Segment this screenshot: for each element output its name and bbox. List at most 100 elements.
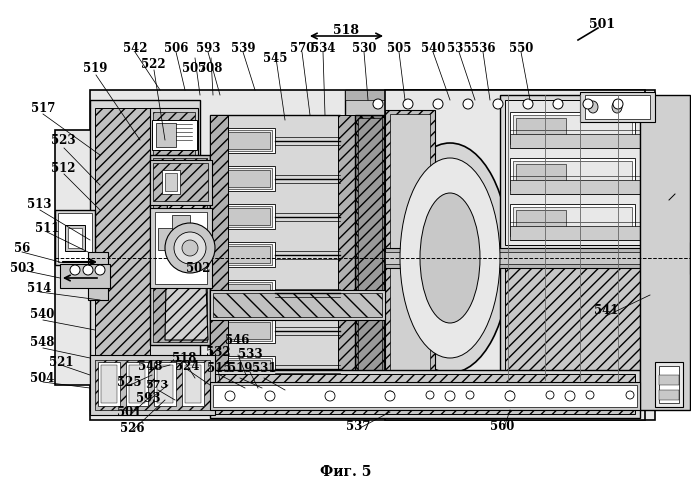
Circle shape xyxy=(493,99,503,109)
Bar xyxy=(126,362,148,406)
Circle shape xyxy=(265,391,275,401)
Text: 507: 507 xyxy=(182,62,206,74)
Bar xyxy=(68,228,82,248)
Bar xyxy=(218,206,272,227)
Text: 506: 506 xyxy=(164,42,188,54)
Circle shape xyxy=(463,99,473,109)
Text: 531: 531 xyxy=(252,362,276,374)
Bar xyxy=(210,115,228,400)
Circle shape xyxy=(165,223,215,273)
Bar xyxy=(220,170,270,187)
Bar xyxy=(101,365,117,403)
Bar xyxy=(385,252,690,264)
Bar xyxy=(513,207,632,233)
Text: 501: 501 xyxy=(117,406,141,418)
Ellipse shape xyxy=(390,143,510,373)
Circle shape xyxy=(466,391,474,399)
Circle shape xyxy=(586,391,594,399)
Text: 526: 526 xyxy=(120,422,144,434)
Text: 550: 550 xyxy=(509,42,533,54)
Bar xyxy=(513,115,632,141)
Text: 542: 542 xyxy=(123,42,147,54)
Bar xyxy=(655,362,683,407)
Text: 519: 519 xyxy=(83,62,107,74)
Circle shape xyxy=(385,391,395,401)
Circle shape xyxy=(583,99,593,109)
Text: 502: 502 xyxy=(186,262,210,274)
Circle shape xyxy=(523,99,533,109)
Bar xyxy=(218,358,272,379)
Text: 521: 521 xyxy=(49,356,73,368)
Text: 501: 501 xyxy=(589,18,615,32)
Bar xyxy=(162,170,180,194)
Bar xyxy=(658,134,680,246)
Text: 522: 522 xyxy=(141,58,165,71)
Bar xyxy=(58,213,92,262)
Text: 513: 513 xyxy=(27,198,51,211)
Circle shape xyxy=(403,99,413,109)
Bar xyxy=(129,365,145,403)
Ellipse shape xyxy=(420,193,480,323)
Bar xyxy=(65,225,85,251)
Bar xyxy=(60,264,110,288)
Bar xyxy=(215,166,275,191)
Bar xyxy=(172,215,190,263)
Bar xyxy=(95,360,210,410)
Circle shape xyxy=(553,99,563,109)
Text: 593: 593 xyxy=(196,42,220,54)
Bar xyxy=(218,282,272,303)
Circle shape xyxy=(505,391,515,401)
Bar xyxy=(150,208,212,288)
Bar xyxy=(220,246,270,263)
Bar xyxy=(98,362,120,406)
Text: 540: 540 xyxy=(421,42,445,54)
Bar xyxy=(152,120,197,150)
Bar xyxy=(645,115,675,385)
Bar xyxy=(165,173,177,191)
Bar xyxy=(640,110,680,390)
Ellipse shape xyxy=(612,101,622,113)
Circle shape xyxy=(613,99,623,109)
Bar xyxy=(510,134,640,148)
Bar xyxy=(338,115,356,400)
Bar xyxy=(153,163,208,201)
Bar xyxy=(150,108,198,168)
Bar xyxy=(516,164,566,184)
Bar xyxy=(150,160,212,205)
Bar xyxy=(215,374,635,414)
Bar xyxy=(210,370,640,418)
Bar xyxy=(510,204,635,236)
Bar xyxy=(516,210,566,230)
Bar xyxy=(655,130,683,250)
Text: 548: 548 xyxy=(138,360,162,374)
Circle shape xyxy=(386,391,394,399)
Bar xyxy=(580,92,655,122)
Text: 511: 511 xyxy=(35,222,59,234)
Text: 545: 545 xyxy=(263,52,287,64)
Text: 56: 56 xyxy=(14,242,30,254)
Circle shape xyxy=(325,391,335,401)
Bar xyxy=(218,244,272,265)
Text: 536: 536 xyxy=(471,42,495,54)
Bar xyxy=(218,168,272,189)
Bar xyxy=(215,356,275,381)
Text: 541: 541 xyxy=(594,304,618,316)
Polygon shape xyxy=(165,168,208,340)
Bar xyxy=(158,228,204,250)
Text: 532: 532 xyxy=(206,346,230,358)
Bar xyxy=(88,252,108,300)
Text: 503: 503 xyxy=(10,262,35,274)
Bar xyxy=(215,128,275,153)
Bar xyxy=(95,108,150,403)
Bar xyxy=(659,390,679,400)
Bar xyxy=(358,118,382,397)
Bar xyxy=(55,130,115,385)
Text: 546: 546 xyxy=(225,334,249,346)
Ellipse shape xyxy=(400,158,500,358)
Bar xyxy=(210,290,385,320)
Bar xyxy=(150,155,210,345)
Bar xyxy=(155,212,207,284)
Text: 534: 534 xyxy=(311,42,335,54)
Circle shape xyxy=(433,99,443,109)
Text: 593: 593 xyxy=(135,392,160,404)
